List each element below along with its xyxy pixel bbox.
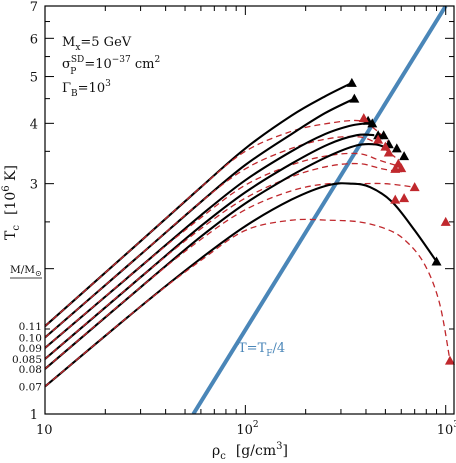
end-marker-red [358,113,369,123]
x-tick-label: 102 [236,420,258,438]
x-tick-label: 103 [437,420,456,438]
y-tick-label: 4 [30,117,38,132]
series-dashed-0_07 [45,218,451,387]
end-marker-black [349,93,360,103]
end-marker-red [396,163,407,173]
series-dashed-0_085 [45,162,402,360]
y-tick-label: 5 [30,71,38,86]
end-marker-red [409,182,420,192]
plot-lines [45,6,451,414]
end-marker-black [391,143,402,153]
fermi-line-label: T=TF/4 [238,341,285,359]
mass-label: 0.10 [19,333,42,345]
end-marker-black [431,256,442,266]
end-marker-red [440,216,451,226]
series-dashed-0_08 [45,182,415,370]
plot-markers [346,77,455,365]
tick-labels: 10 102 103 1 3 4 5 6 7 [30,0,456,438]
y-axis-title: Tc[106 K] [1,165,22,240]
series-dashed-0_10 [45,135,396,338]
plot-frame [44,5,455,415]
y-tick-label: 6 [30,32,38,47]
annotation-cross-section: σSD P =10−37 cm2 [62,55,160,77]
end-marker-red [380,141,391,151]
end-marker-red [444,355,455,365]
end-marker-black [346,77,357,87]
annotation-mass: Mx=5 GeV [62,35,132,53]
end-marker-red [390,194,401,204]
end-marker-red [383,147,394,157]
y-tick-label: 1 [30,408,38,423]
end-marker-red [373,134,384,144]
series-solid-0_08 [45,142,384,370]
series-solid-0_07 [45,182,438,388]
end-marker-black [378,130,389,140]
mass-label: 0.085 [12,354,42,366]
fermi-line [191,6,448,414]
end-marker-black [367,118,378,128]
end-marker-black [399,151,410,161]
x-tick-label: 10 [36,423,53,438]
mass-label: 0.11 [19,321,42,333]
mass-label: 0.07 [19,382,42,394]
x-axis-title: ρc [g/cm3] [212,441,288,462]
end-marker-red [399,193,410,203]
series-solid-0_09 [45,122,367,349]
mass-label: 0.09 [19,343,42,355]
axis-ticks [44,5,454,415]
y-tick-label: 3 [30,178,38,193]
mass-label: 0.08 [19,364,42,376]
mass-header: M/M⊙ [10,264,42,278]
annotation-gamma: ΓB=103 [62,79,111,99]
y-tick-label: 7 [30,0,38,15]
